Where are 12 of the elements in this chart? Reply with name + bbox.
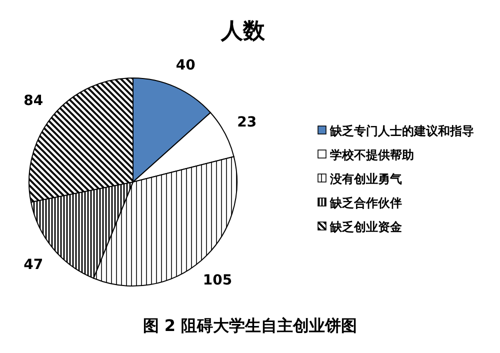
data-label: 105 [202,272,232,288]
data-label: 84 [24,93,44,110]
legend-label: 缺乏合作伙伴 [329,196,402,210]
legend-label: 缺乏专门人士的建议和指导 [329,124,474,138]
data-label: 40 [176,57,196,74]
legend-label: 学校不提供帮助 [330,148,414,162]
legend-label: 缺乏创业资金 [329,220,403,234]
data-label: 47 [24,256,44,273]
legend-label: 没有创业勇气 [329,172,402,186]
data-label: 23 [237,114,257,130]
caption: 图 2 阻碍大学生自主创业饼图 [142,316,358,335]
chart-title: 人数 [220,19,266,44]
